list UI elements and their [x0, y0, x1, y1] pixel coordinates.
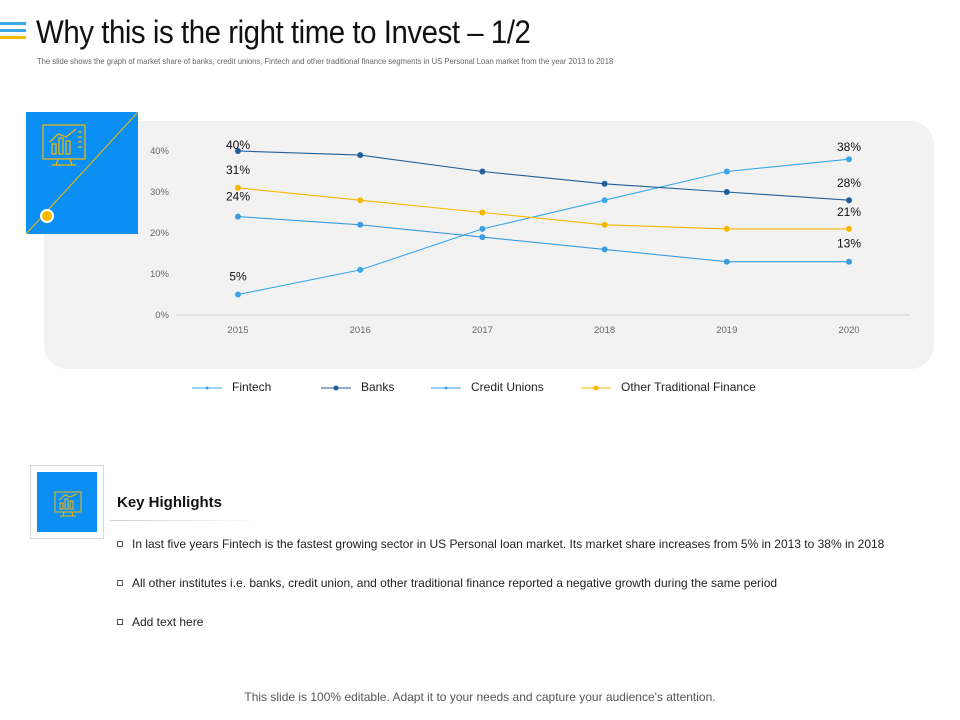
- data-point-credit-unions: [723, 258, 730, 265]
- data-point-banks: [846, 197, 852, 204]
- legend-swatch-graphic: [581, 385, 611, 391]
- data-label: 21%: [837, 205, 861, 219]
- data-label: 31%: [226, 163, 250, 177]
- data-point-banks: [479, 168, 486, 175]
- data-point-other-traditional-finance: [479, 209, 486, 216]
- data-point-fintech: [723, 168, 730, 175]
- menu-lines-icon: [0, 22, 26, 46]
- y-tick-label: 20%: [150, 228, 170, 239]
- y-tick-label: 40%: [150, 146, 170, 157]
- data-point-other-traditional-finance: [235, 184, 241, 191]
- chart-panel: [44, 121, 934, 369]
- legend-fintech-swatch: [192, 382, 222, 392]
- data-point-credit-unions: [601, 246, 608, 253]
- data-point-credit-unions: [357, 221, 364, 228]
- line-chart: 0% 10% 20% 30% 40% 2015 2016 2017 2018 2019 2020 40…: [150, 138, 910, 336]
- bullet-square-icon: [117, 541, 123, 547]
- legend-swatch-marker: [333, 385, 339, 391]
- data-point-fintech: [357, 266, 364, 273]
- highlights-title: Key Highlights: [117, 494, 223, 511]
- highlights-divider: [110, 520, 260, 521]
- data-label: 40%: [226, 138, 250, 152]
- x-tick-label: 2017: [472, 325, 493, 336]
- series-line-credit-unions: [237, 216, 849, 263]
- data-point-fintech: [846, 156, 852, 163]
- data-point-banks: [723, 189, 730, 195]
- legend-fintech[interactable]: Fintech: [192, 380, 271, 394]
- highlight-item: Add text here: [117, 615, 203, 629]
- y-tick-label: 0%: [155, 310, 169, 321]
- monitor-chart-icon: [42, 124, 86, 166]
- legend-swatch-graphic: [321, 385, 351, 391]
- data-label: 38%: [837, 140, 861, 154]
- monitor-chart-icon: [54, 491, 82, 517]
- chart-icon-tile: [26, 112, 138, 234]
- x-tick-label: 2015: [227, 325, 248, 336]
- data-label: 24%: [226, 190, 250, 204]
- data-point-other-traditional-finance: [846, 225, 852, 232]
- legend-credit-unions[interactable]: Credit Unions: [431, 380, 544, 394]
- data-point-credit-unions: [479, 234, 486, 241]
- data-label: 28%: [837, 176, 861, 190]
- highlight-text: In last five years Fintech is the fastes…: [132, 537, 885, 551]
- x-tick-label: 2016: [350, 325, 371, 336]
- legend-credit-unions-swatch: [431, 382, 461, 392]
- data-point-fintech: [479, 225, 486, 232]
- bullet-square-icon: [117, 619, 123, 625]
- legend-fintech-label: Fintech: [232, 380, 272, 394]
- bullet-square-icon: [117, 580, 123, 586]
- x-tick-label: 2019: [716, 325, 737, 336]
- data-point-credit-unions: [235, 213, 241, 220]
- footer-note: This slide is 100% editable. Adapt it to…: [244, 690, 716, 704]
- legend-other-label: Other Traditional Finance: [621, 380, 756, 394]
- highlight-item: In last five years Fintech is the fastes…: [117, 537, 884, 551]
- data-point-banks: [235, 148, 241, 154]
- highlights-icon-box: [30, 465, 104, 539]
- data-point-banks: [601, 180, 608, 187]
- x-tick-label: 2018: [594, 325, 615, 336]
- legend-swatch-marker: [205, 386, 209, 390]
- legend-banks[interactable]: Banks: [321, 380, 394, 394]
- legend-banks-label: Banks: [361, 380, 395, 394]
- data-point-other-traditional-finance: [357, 197, 364, 204]
- chart-tile-graphic: [26, 112, 138, 234]
- series-line-fintech: [237, 158, 850, 296]
- data-point-banks: [357, 152, 364, 159]
- y-tick-label: 10%: [150, 269, 170, 280]
- series-line-other-traditional-finance: [237, 187, 849, 230]
- data-point-other-traditional-finance: [601, 221, 608, 228]
- data-point-fintech: [235, 291, 241, 298]
- data-point-credit-unions: [846, 258, 852, 265]
- page-subtitle: The slide shows the graph of market shar…: [37, 56, 614, 66]
- legend-swatch-marker: [444, 386, 448, 390]
- legend-swatch-graphic: [431, 386, 461, 390]
- y-tick-label: 30%: [150, 187, 170, 198]
- data-label: 5%: [229, 270, 247, 284]
- legend-other-swatch: [581, 382, 611, 392]
- highlight-text: All other institutes i.e. banks, credit …: [132, 576, 778, 590]
- x-tick-label: 2020: [838, 325, 859, 336]
- data-label: 13%: [837, 237, 861, 251]
- highlight-item: All other institutes i.e. banks, credit …: [117, 576, 777, 590]
- legend-credit-unions-label: Credit Unions: [471, 380, 544, 394]
- highlights-icon-tile: [37, 472, 97, 532]
- data-point-fintech: [601, 197, 608, 204]
- legend-swatch-marker: [593, 385, 599, 391]
- data-point-other-traditional-finance: [723, 225, 730, 232]
- legend-other-traditional-finance[interactable]: Other Traditional Finance: [581, 380, 756, 394]
- legend-banks-swatch: [321, 382, 351, 392]
- page-title: Why this is the right time to Invest – 1…: [36, 14, 531, 50]
- highlight-text: Add text here: [132, 615, 204, 629]
- series-line-banks: [237, 150, 850, 201]
- chart-legend: Fintech Banks Credit Unions Other Tradit…: [0, 380, 960, 400]
- legend-swatch-graphic: [192, 386, 222, 390]
